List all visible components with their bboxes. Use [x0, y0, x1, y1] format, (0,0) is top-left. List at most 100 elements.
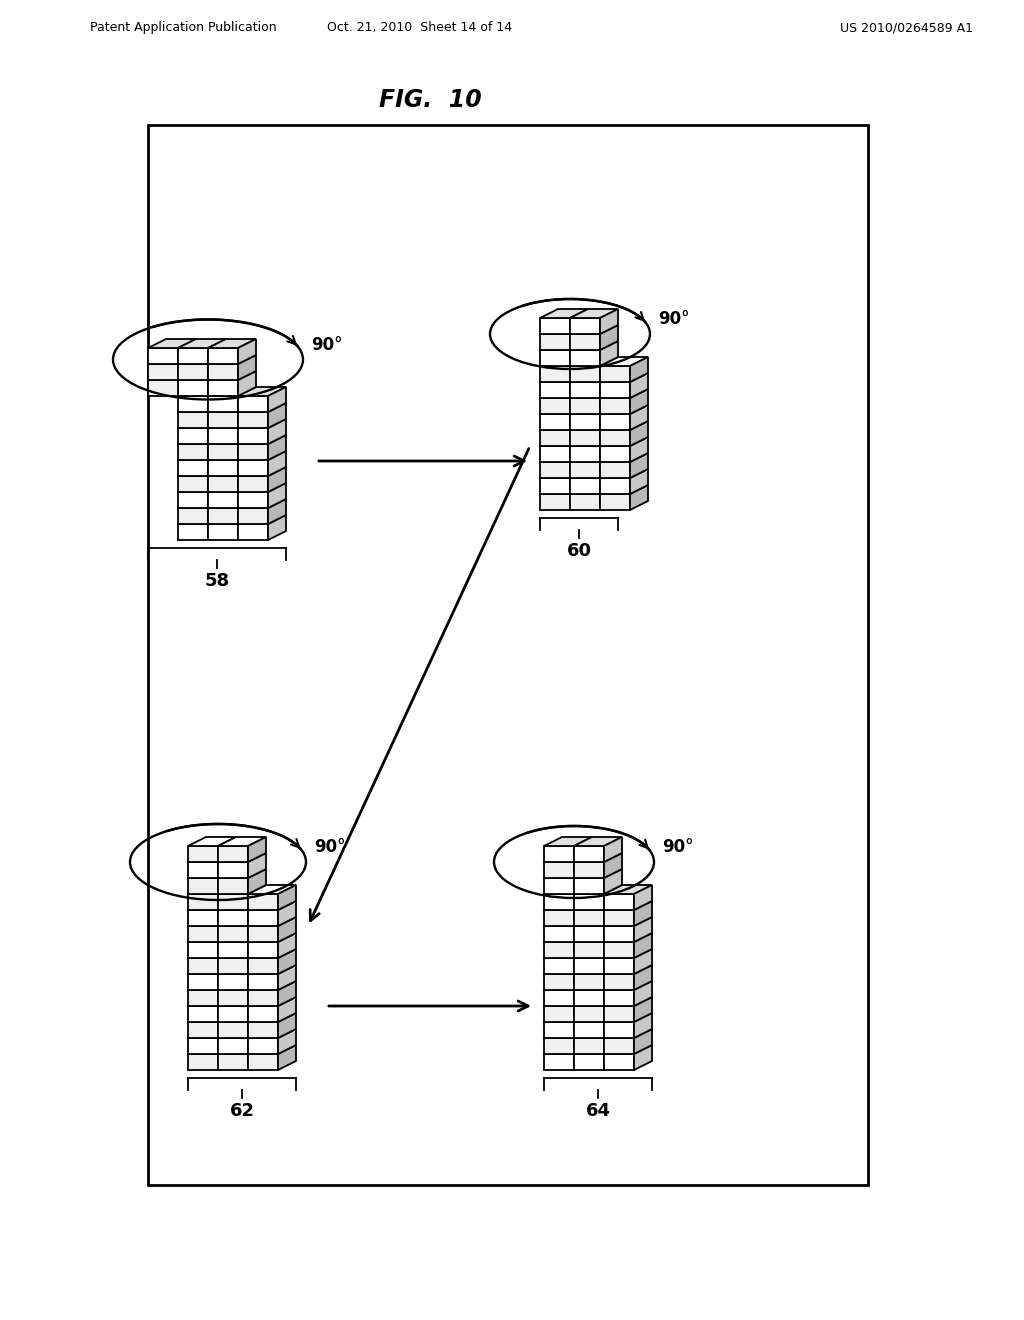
Polygon shape — [600, 405, 648, 414]
Polygon shape — [574, 853, 622, 862]
Polygon shape — [218, 853, 266, 862]
Polygon shape — [600, 469, 648, 478]
Polygon shape — [600, 325, 618, 350]
Polygon shape — [540, 494, 570, 510]
Polygon shape — [600, 430, 630, 446]
Polygon shape — [278, 902, 296, 927]
Polygon shape — [574, 927, 604, 942]
Polygon shape — [218, 927, 248, 942]
Polygon shape — [544, 965, 592, 974]
Polygon shape — [248, 927, 278, 942]
Polygon shape — [570, 484, 618, 494]
Text: 64: 64 — [586, 1102, 610, 1119]
Polygon shape — [208, 418, 256, 428]
Polygon shape — [604, 965, 652, 974]
Polygon shape — [188, 949, 236, 958]
Polygon shape — [188, 853, 236, 862]
Text: 60: 60 — [566, 543, 592, 560]
Polygon shape — [544, 1030, 592, 1038]
Polygon shape — [248, 917, 296, 927]
Polygon shape — [574, 990, 604, 1006]
Polygon shape — [574, 837, 622, 846]
Polygon shape — [604, 1012, 652, 1022]
Polygon shape — [218, 894, 248, 909]
Polygon shape — [278, 997, 296, 1022]
Polygon shape — [570, 469, 618, 478]
Polygon shape — [178, 403, 226, 412]
Polygon shape — [544, 837, 592, 846]
Polygon shape — [178, 508, 208, 524]
Polygon shape — [268, 451, 286, 477]
Polygon shape — [238, 355, 256, 380]
Polygon shape — [540, 421, 588, 430]
Polygon shape — [570, 366, 600, 381]
Polygon shape — [218, 878, 248, 894]
Polygon shape — [268, 418, 286, 444]
Text: 90°: 90° — [658, 310, 689, 327]
Polygon shape — [218, 958, 248, 974]
Polygon shape — [208, 339, 256, 348]
Text: 62: 62 — [229, 1102, 255, 1119]
Polygon shape — [178, 444, 208, 459]
Polygon shape — [540, 389, 588, 399]
Polygon shape — [218, 909, 248, 927]
Text: Patent Application Publication: Patent Application Publication — [90, 21, 276, 34]
Text: 90°: 90° — [311, 335, 342, 354]
Polygon shape — [248, 933, 296, 942]
Polygon shape — [634, 917, 652, 942]
Polygon shape — [544, 981, 592, 990]
Polygon shape — [540, 381, 570, 399]
Polygon shape — [148, 380, 178, 396]
Polygon shape — [570, 350, 600, 366]
Polygon shape — [188, 894, 218, 909]
Polygon shape — [544, 853, 592, 862]
Polygon shape — [218, 862, 248, 878]
Polygon shape — [248, 909, 278, 927]
Polygon shape — [570, 478, 600, 494]
Polygon shape — [218, 1012, 266, 1022]
Polygon shape — [604, 1030, 652, 1038]
Polygon shape — [574, 1022, 604, 1038]
Polygon shape — [248, 997, 296, 1006]
Polygon shape — [540, 469, 588, 478]
Polygon shape — [238, 412, 268, 428]
Polygon shape — [238, 387, 286, 396]
Polygon shape — [544, 869, 592, 878]
Polygon shape — [634, 1012, 652, 1038]
Polygon shape — [600, 309, 618, 334]
Polygon shape — [574, 965, 622, 974]
Polygon shape — [268, 515, 286, 540]
Polygon shape — [218, 1045, 266, 1053]
Polygon shape — [540, 478, 570, 494]
Polygon shape — [178, 355, 226, 364]
Polygon shape — [278, 1030, 296, 1053]
Polygon shape — [218, 1006, 248, 1022]
Polygon shape — [238, 339, 256, 364]
Polygon shape — [570, 341, 618, 350]
Polygon shape — [208, 364, 238, 380]
Polygon shape — [540, 366, 570, 381]
Polygon shape — [278, 917, 296, 942]
Polygon shape — [634, 981, 652, 1006]
Polygon shape — [544, 917, 592, 927]
Polygon shape — [238, 499, 286, 508]
Polygon shape — [218, 1053, 248, 1071]
Polygon shape — [604, 884, 652, 894]
Polygon shape — [604, 933, 652, 942]
Polygon shape — [238, 396, 268, 412]
Polygon shape — [540, 484, 588, 494]
Polygon shape — [268, 467, 286, 492]
Polygon shape — [604, 1053, 634, 1071]
Polygon shape — [574, 958, 604, 974]
Polygon shape — [604, 981, 652, 990]
Polygon shape — [574, 1012, 622, 1022]
Polygon shape — [278, 949, 296, 974]
Polygon shape — [248, 894, 278, 909]
Polygon shape — [544, 1012, 592, 1022]
Polygon shape — [248, 837, 266, 862]
Polygon shape — [604, 974, 634, 990]
Polygon shape — [570, 462, 600, 478]
Polygon shape — [238, 459, 268, 477]
Polygon shape — [604, 902, 652, 909]
Polygon shape — [544, 909, 574, 927]
